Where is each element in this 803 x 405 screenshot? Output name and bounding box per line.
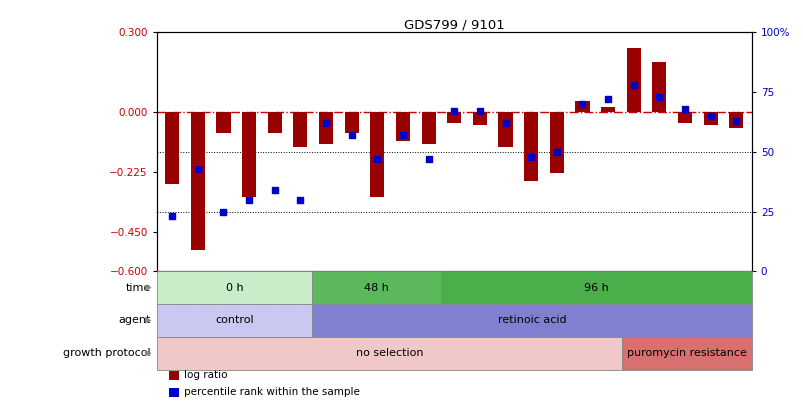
Point <box>473 108 486 115</box>
Text: time: time <box>125 283 151 293</box>
Point <box>550 149 563 155</box>
Bar <box>703 112 717 125</box>
Bar <box>395 112 410 141</box>
Bar <box>421 112 435 144</box>
Point <box>575 101 588 107</box>
Point <box>703 113 716 119</box>
Point <box>422 156 434 162</box>
Bar <box>651 62 666 112</box>
Bar <box>549 112 563 173</box>
Bar <box>446 112 461 123</box>
Point <box>652 94 665 100</box>
Text: 96 h: 96 h <box>584 283 608 293</box>
Point <box>447 108 460 115</box>
Point <box>678 106 691 112</box>
Bar <box>157 337 622 369</box>
Bar <box>157 271 312 304</box>
Text: no selection: no selection <box>356 348 423 358</box>
Bar <box>169 371 179 380</box>
Point <box>268 187 281 193</box>
Text: control: control <box>215 315 254 326</box>
Bar <box>293 112 307 147</box>
Bar <box>190 112 205 250</box>
Bar <box>169 388 179 396</box>
Bar <box>524 112 537 181</box>
Bar <box>157 304 312 337</box>
Bar <box>267 112 281 133</box>
Bar <box>370 112 384 197</box>
Bar <box>319 112 332 144</box>
Bar <box>498 112 512 147</box>
Point <box>191 165 204 172</box>
Text: 48 h: 48 h <box>364 283 389 293</box>
Text: growth protocol: growth protocol <box>63 348 151 358</box>
Point <box>344 132 357 139</box>
Bar <box>677 112 691 123</box>
Point <box>601 96 613 102</box>
Bar <box>344 112 358 133</box>
Text: retinoic acid: retinoic acid <box>497 315 565 326</box>
Point <box>626 82 639 88</box>
Point <box>165 213 178 220</box>
Point <box>370 156 383 162</box>
Bar <box>441 271 751 304</box>
Point <box>396 132 409 139</box>
Point <box>243 196 255 203</box>
Point <box>294 196 307 203</box>
Bar <box>575 101 589 112</box>
Bar <box>601 107 614 112</box>
Bar <box>165 112 179 184</box>
Title: GDS799 / 9101: GDS799 / 9101 <box>403 18 504 31</box>
Bar <box>622 337 751 369</box>
Bar <box>728 112 743 128</box>
Text: puromycin resistance: puromycin resistance <box>626 348 746 358</box>
Point <box>217 209 230 215</box>
Bar <box>312 271 441 304</box>
Point <box>524 153 537 160</box>
Bar <box>626 48 640 112</box>
Text: agent: agent <box>118 315 151 326</box>
Text: percentile rank within the sample: percentile rank within the sample <box>183 387 359 397</box>
Bar <box>216 112 230 133</box>
Bar <box>312 304 751 337</box>
Bar <box>242 112 256 197</box>
Point <box>499 120 512 126</box>
Text: log ratio: log ratio <box>183 371 226 380</box>
Bar <box>472 112 487 125</box>
Text: 0 h: 0 h <box>226 283 243 293</box>
Point <box>320 120 332 126</box>
Point <box>729 117 742 124</box>
